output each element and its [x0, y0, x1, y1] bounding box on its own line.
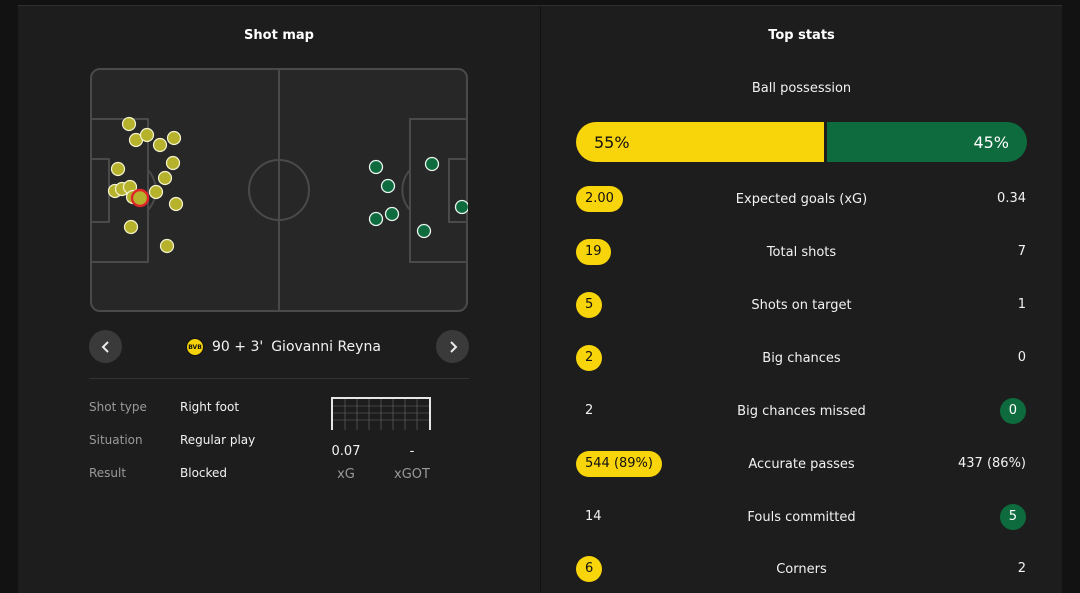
stat-row: Accurate passes 544 (89%) 437 (86%) [541, 451, 1062, 479]
stat-home-value: 2.00 [576, 186, 623, 212]
home-shot-marker [148, 184, 164, 200]
home-shot-marker [139, 127, 155, 143]
stat-label: Fouls committed [747, 510, 856, 525]
stat-away-value: 5 [999, 504, 1026, 530]
stat-label: Shots on target [751, 298, 852, 313]
possession-away: 45% [827, 122, 1027, 162]
top-stats-panel: Top stats Ball possession 55% 45% Expect… [541, 6, 1062, 593]
away-shot-marker [454, 199, 468, 215]
top-divider [18, 5, 1062, 6]
current-shot-header: BVB 90 + 3' Giovanni Reyna [186, 336, 381, 358]
home-shot-marker [168, 196, 184, 212]
home-shot-marker [152, 137, 168, 153]
stat-home-value: 6 [576, 556, 603, 582]
away-shot-marker [424, 156, 440, 172]
shot-map-pitch[interactable] [90, 68, 468, 312]
home-shot-marker [159, 238, 175, 254]
stat-label: Corners [776, 562, 827, 577]
xg-value: 0.07 [331, 444, 361, 459]
stat-away-value: 437 (86%) [958, 456, 1026, 471]
stat-away-value: 2 [1017, 561, 1026, 576]
stat-away-value: 0 [999, 398, 1026, 424]
prev-shot-button[interactable] [89, 330, 122, 363]
top-stats-title: Top stats [768, 28, 835, 43]
stat-row: Expected goals (xG) 2.00 0.34 [541, 186, 1062, 214]
stat-label: Total shots [766, 245, 837, 260]
away-shot-marker [416, 223, 432, 239]
away-shot-marker [384, 206, 400, 222]
stat-row: Fouls committed 14 5 [541, 504, 1062, 532]
stat-row: Big chances 2 0 [541, 345, 1062, 373]
away-shot-marker [368, 211, 384, 227]
possession-bar: 55% 45% [576, 122, 1027, 162]
stat-row: Total shots 19 7 [541, 239, 1062, 267]
stat-home-value: 2 [585, 403, 594, 418]
home-shot-marker [121, 116, 137, 132]
stat-row: Shots on target 5 1 [541, 292, 1062, 320]
home-shot-marker [166, 130, 182, 146]
home-shot-marker [123, 219, 139, 235]
shot-minute: 90 + 3' [212, 339, 264, 355]
goal-frame-icon [331, 397, 431, 430]
shot-map-title: Shot map [244, 28, 314, 43]
stat-row: Corners 6 2 [541, 556, 1062, 584]
stat-home-value: 14 [585, 509, 602, 524]
club-badge-icon: BVB [186, 338, 204, 356]
shot-details-divider [89, 378, 469, 379]
stat-home-value: 5 [576, 292, 603, 318]
situation-value: Regular play [180, 433, 256, 447]
away-shot-markers [368, 156, 468, 239]
shot-map-panel: Shot map BVB 90 + 3' Giovanni Reyna Shot… [18, 6, 540, 593]
stat-label: Expected goals (xG) [735, 192, 868, 207]
home-shot-marker [157, 170, 173, 186]
result-value: Blocked [180, 466, 228, 480]
next-shot-button[interactable] [436, 330, 469, 363]
stat-home-value: 19 [576, 239, 611, 265]
stat-label: Accurate passes [748, 457, 855, 472]
result-label: Result [89, 466, 127, 480]
stat-label: Big chances missed [737, 404, 866, 419]
possession-home: 55% [576, 122, 824, 162]
chevron-right-icon [449, 340, 457, 353]
stat-away-value: 0 [1017, 350, 1026, 365]
shot-type-label: Shot type [89, 400, 147, 414]
home-shot-marker [110, 161, 126, 177]
away-shot-marker [368, 159, 384, 175]
shot-player: Giovanni Reyna [271, 339, 381, 355]
stat-row: Big chances missed 2 0 [541, 398, 1062, 426]
chevron-left-icon [101, 340, 109, 353]
shot-type-value: Right foot [180, 400, 240, 414]
situation-label: Situation [89, 433, 143, 447]
possession-label: Ball possession [751, 81, 852, 96]
selected-shot-marker [130, 188, 150, 208]
home-shot-marker [165, 155, 181, 171]
stat-home-value: 544 (89%) [576, 451, 662, 477]
stat-home-value: 2 [576, 345, 603, 371]
xgot-value: - [409, 444, 415, 459]
home-shot-markers [107, 116, 184, 254]
stat-away-value: 0.34 [997, 191, 1026, 206]
away-shot-marker [380, 178, 396, 194]
xgot-label: xGOT [394, 467, 430, 482]
stat-label: Big chances [762, 351, 841, 366]
xg-label: xG [337, 467, 355, 482]
stat-away-value: 7 [1017, 244, 1026, 259]
stat-away-value: 1 [1017, 297, 1026, 312]
